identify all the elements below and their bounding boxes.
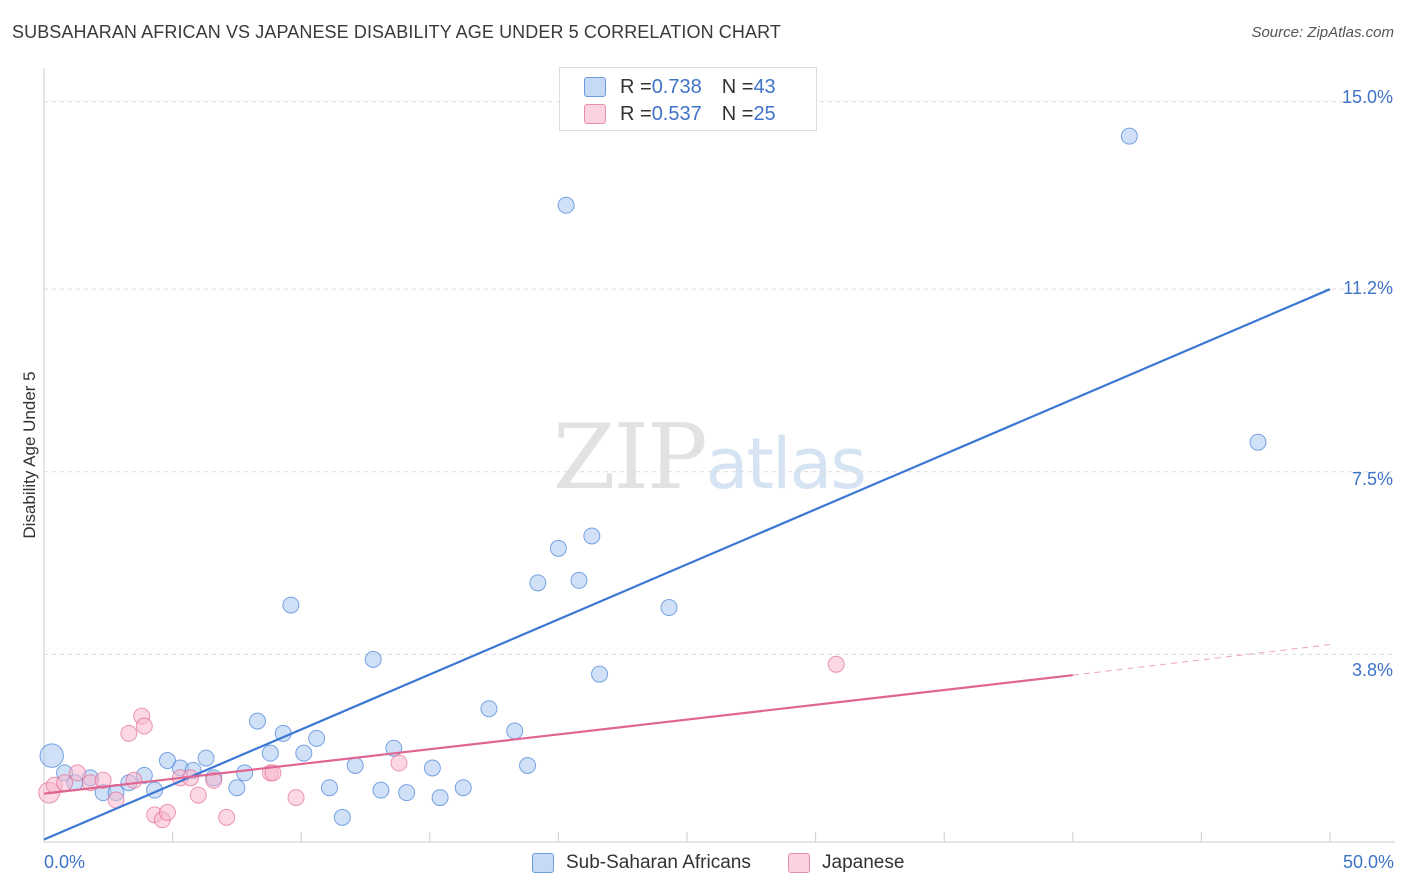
trend-line-japanese	[43, 674, 1073, 795]
y-tick-label-3-8: 3.8%	[1351, 660, 1393, 680]
data-point-japanese	[390, 754, 408, 772]
legend-row-japanese: R = 0.537 N = 25	[584, 102, 776, 126]
x-tick-label-max: 50.0%	[1342, 852, 1394, 872]
y-tick-label-15-0: 15.0%	[1341, 87, 1393, 107]
data-point-subsaharan	[197, 749, 215, 767]
r-value: 0.738	[651, 75, 702, 98]
trend-line-subsaharan	[43, 288, 1331, 841]
legend-item-japanese: Japanese	[788, 852, 904, 874]
data-point-subsaharan	[583, 527, 601, 545]
data-point-subsaharan	[261, 744, 279, 762]
legend-row-subsaharan: R = 0.738 N = 43	[584, 75, 776, 99]
n-label: N =	[721, 102, 754, 125]
watermark: ZIPatlas	[553, 405, 867, 510]
y-tick-label-7-5: 7.5%	[1351, 469, 1393, 489]
data-point-subsaharan	[236, 764, 254, 782]
data-point-subsaharan	[1249, 433, 1267, 451]
watermark-zip: ZIP	[553, 405, 708, 510]
source-label: Source: ZipAtlas.com	[1251, 24, 1394, 41]
data-point-japanese	[827, 655, 845, 673]
n-label: N =	[721, 75, 754, 98]
data-point-japanese	[135, 717, 153, 735]
series-legend: Sub-Saharan Africans Japanese	[0, 852, 1406, 876]
data-point-subsaharan	[519, 756, 537, 774]
data-point-subsaharan	[506, 722, 524, 740]
data-point-subsaharan	[158, 752, 176, 770]
legend-item-subsaharan: Sub-Saharan Africans	[532, 852, 751, 874]
data-point-subsaharan	[454, 779, 472, 797]
data-point-subsaharan	[372, 781, 390, 799]
n-value: 25	[753, 102, 776, 125]
data-point-subsaharan	[557, 196, 575, 214]
r-label: R =	[620, 75, 652, 98]
data-point-subsaharan	[282, 596, 300, 614]
data-point-subsaharan	[228, 779, 246, 797]
r-label: R =	[620, 102, 652, 125]
r-value: 0.537	[651, 102, 702, 125]
trend-line-extension-japanese	[1072, 644, 1331, 676]
data-point-japanese	[264, 764, 282, 782]
watermark-atlas: atlas	[705, 423, 867, 505]
data-point-subsaharan	[480, 700, 498, 718]
data-point-subsaharan	[591, 665, 609, 683]
correlation-legend: R = 0.738 N = 43 R = 0.537 N = 25	[559, 67, 817, 131]
data-point-subsaharan	[364, 650, 382, 668]
data-point-subsaharan	[398, 784, 416, 802]
data-point-japanese	[158, 803, 176, 821]
data-point-japanese	[120, 724, 138, 742]
chart-title: SUBSAHARAN AFRICAN VS JAPANESE DISABILIT…	[12, 22, 781, 42]
data-point-japanese	[125, 771, 143, 789]
data-point-subsaharan	[39, 743, 64, 768]
y-tick-label-11-2: 11.2%	[1343, 278, 1393, 298]
data-point-subsaharan	[1120, 127, 1138, 145]
legend-label-subsaharan: Sub-Saharan Africans	[566, 852, 751, 873]
data-point-subsaharan	[320, 779, 338, 797]
legend-swatch-japanese	[584, 104, 606, 124]
data-point-japanese	[205, 771, 223, 789]
legend-swatch-subsaharan	[532, 853, 554, 873]
data-point-subsaharan	[570, 571, 588, 589]
legend-swatch-subsaharan	[584, 77, 606, 97]
data-point-subsaharan	[423, 759, 441, 777]
data-point-subsaharan	[295, 744, 313, 762]
data-point-subsaharan	[660, 599, 678, 617]
data-point-subsaharan	[308, 729, 326, 747]
data-point-japanese	[68, 764, 86, 782]
legend-swatch-japanese	[788, 853, 810, 873]
x-tick-label-min: 0.0%	[44, 852, 86, 872]
data-point-subsaharan	[529, 574, 547, 592]
data-point-subsaharan	[346, 756, 364, 774]
n-value: 43	[753, 75, 776, 98]
legend-label-japanese: Japanese	[822, 852, 905, 873]
data-point-japanese	[189, 786, 207, 804]
data-point-japanese	[94, 771, 112, 789]
data-point-subsaharan	[549, 539, 567, 557]
data-point-subsaharan	[248, 712, 266, 730]
data-point-subsaharan	[431, 789, 449, 807]
data-point-japanese	[218, 808, 236, 826]
data-point-subsaharan	[333, 808, 351, 826]
data-point-japanese	[287, 789, 305, 807]
